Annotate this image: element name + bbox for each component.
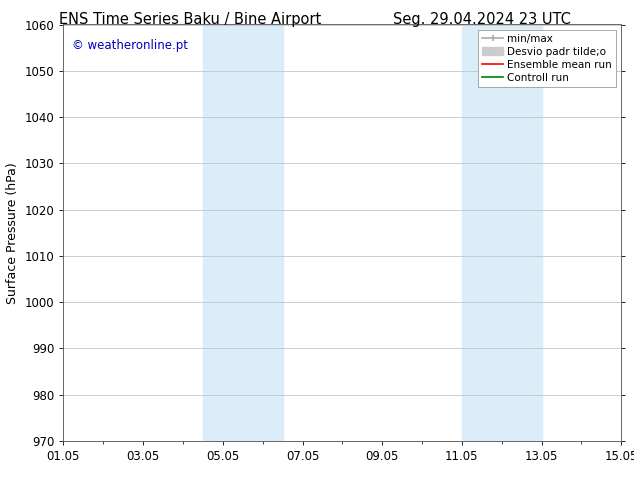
Bar [462,24,541,441]
Text: ENS Time Series Baku / Bine Airport: ENS Time Series Baku / Bine Airport [59,12,321,27]
Text: Seg. 29.04.2024 23 UTC: Seg. 29.04.2024 23 UTC [393,12,571,27]
Y-axis label: Surface Pressure (hPa): Surface Pressure (hPa) [6,162,19,304]
Legend: min/max, Desvio padr tilde;o, Ensemble mean run, Controll run: min/max, Desvio padr tilde;o, Ensemble m… [478,30,616,87]
Bar [203,24,283,441]
Text: © weatheronline.pt: © weatheronline.pt [72,39,188,52]
